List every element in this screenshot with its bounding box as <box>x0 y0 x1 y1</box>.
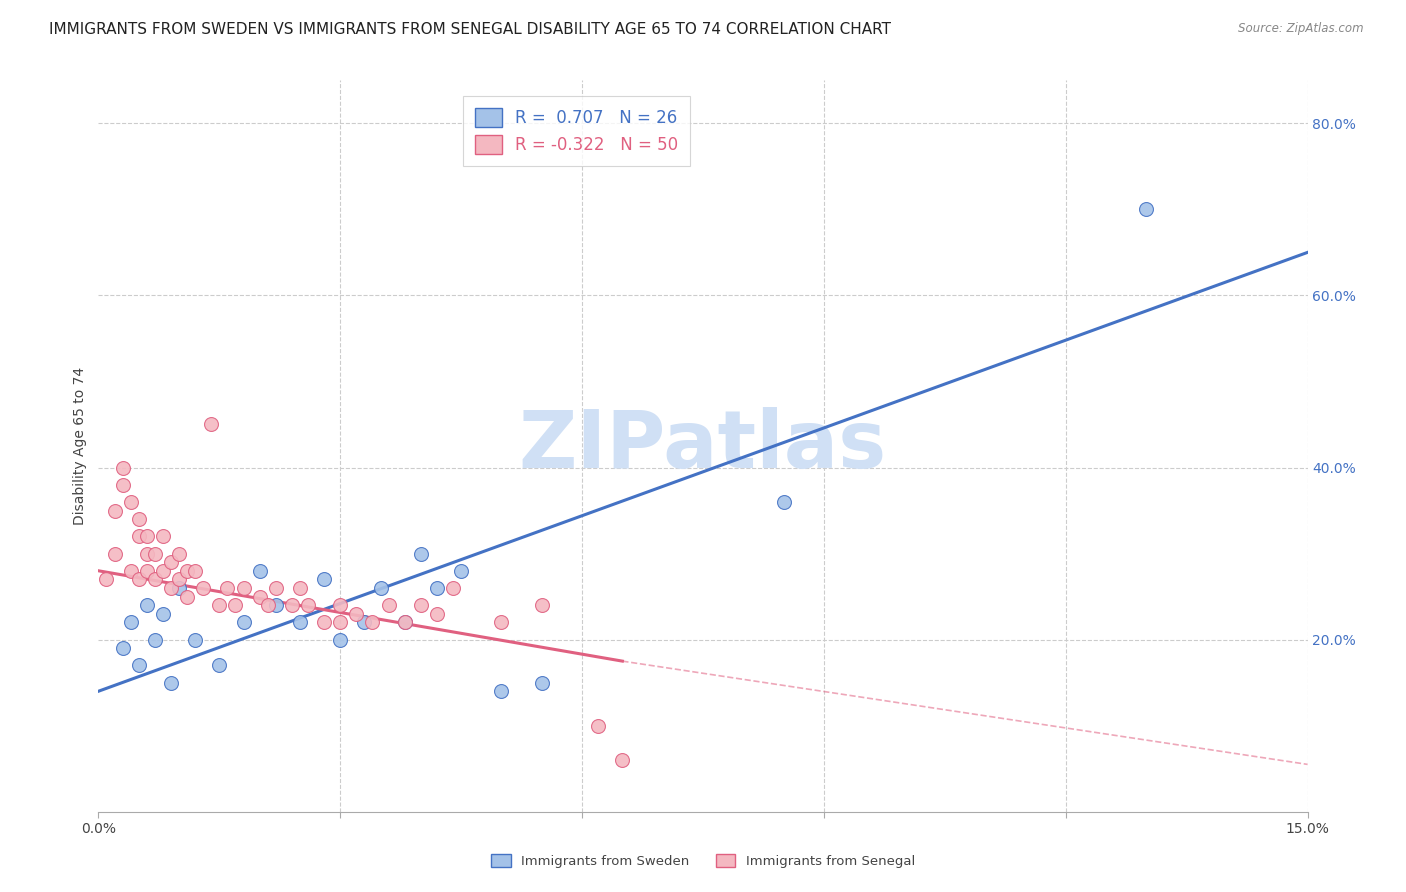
Point <box>409 598 432 612</box>
Point <box>167 581 190 595</box>
Y-axis label: Disability Age 65 to 74: Disability Age 65 to 74 <box>73 367 87 525</box>
Point <box>128 573 150 587</box>
Point <box>143 573 166 587</box>
Text: IMMIGRANTS FROM SWEDEN VS IMMIGRANTS FROM SENEGAL DISABILITY AGE 65 TO 74 CORREL: IMMIGRANTS FROM SWEDEN VS IMMIGRANTS FRO… <box>49 22 891 37</box>
Point <box>314 573 336 587</box>
Point <box>377 598 399 612</box>
Point <box>329 615 352 630</box>
Point <box>96 573 118 587</box>
Text: ZIPatlas: ZIPatlas <box>519 407 887 485</box>
Point <box>167 547 190 561</box>
Point <box>297 598 319 612</box>
Point <box>772 495 794 509</box>
Point <box>143 632 166 647</box>
Point <box>1135 202 1157 217</box>
Point <box>152 607 174 621</box>
Point <box>409 547 432 561</box>
Point <box>426 607 449 621</box>
Point <box>281 598 304 612</box>
Point <box>491 615 513 630</box>
Point <box>184 632 207 647</box>
Point <box>612 753 634 767</box>
Point <box>160 581 183 595</box>
Point <box>264 598 287 612</box>
Point <box>530 598 553 612</box>
Point <box>128 512 150 526</box>
Point <box>176 590 198 604</box>
Point <box>111 641 134 656</box>
Point <box>160 555 183 569</box>
Point <box>394 615 416 630</box>
Point <box>224 598 246 612</box>
Point <box>370 581 392 595</box>
Point <box>249 564 271 578</box>
Point <box>232 581 254 595</box>
Point <box>441 581 464 595</box>
Point <box>288 615 311 630</box>
Point <box>208 658 231 673</box>
Point <box>208 598 231 612</box>
Point <box>111 477 134 491</box>
Point <box>184 564 207 578</box>
Point <box>143 547 166 561</box>
Point <box>491 684 513 698</box>
Point <box>120 495 142 509</box>
Point <box>167 573 190 587</box>
Point <box>450 564 472 578</box>
Point <box>103 503 125 517</box>
Point <box>256 598 278 612</box>
Point <box>361 615 384 630</box>
Text: Source: ZipAtlas.com: Source: ZipAtlas.com <box>1239 22 1364 36</box>
Point <box>329 598 352 612</box>
Point <box>426 581 449 595</box>
Point <box>120 615 142 630</box>
Legend: R =  0.707   N = 26, R = -0.322   N = 50: R = 0.707 N = 26, R = -0.322 N = 50 <box>464 96 690 166</box>
Point <box>176 564 198 578</box>
Point <box>249 590 271 604</box>
Point <box>103 547 125 561</box>
Point <box>264 581 287 595</box>
Point <box>394 615 416 630</box>
Point <box>314 615 336 630</box>
Point <box>586 719 609 733</box>
Point <box>152 529 174 543</box>
Point <box>135 564 157 578</box>
Point <box>135 598 157 612</box>
Point <box>128 529 150 543</box>
Point <box>111 460 134 475</box>
Point <box>200 417 222 432</box>
Point <box>160 675 183 690</box>
Point <box>329 632 352 647</box>
Point <box>288 581 311 595</box>
Point <box>232 615 254 630</box>
Point <box>193 581 215 595</box>
Point <box>135 529 157 543</box>
Point <box>530 675 553 690</box>
Point <box>344 607 367 621</box>
Point <box>135 547 157 561</box>
Point <box>120 564 142 578</box>
Point <box>152 564 174 578</box>
Point <box>353 615 375 630</box>
Point <box>217 581 239 595</box>
Point <box>128 658 150 673</box>
